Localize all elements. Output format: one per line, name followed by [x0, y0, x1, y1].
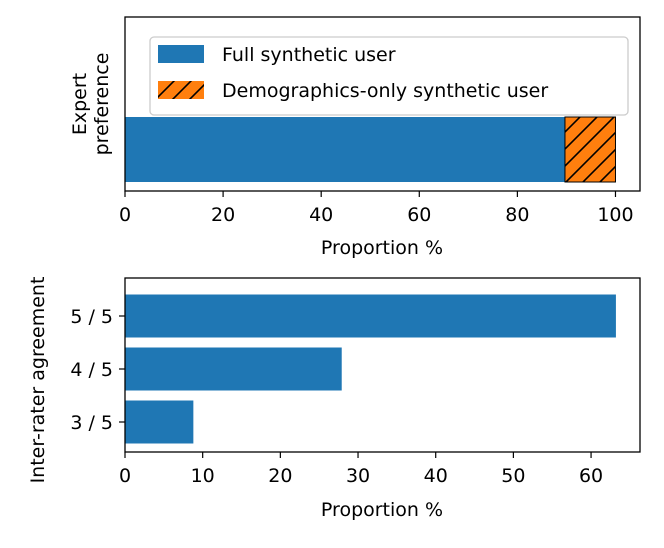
- x-tick-label: 40: [424, 465, 448, 487]
- bar-agreement-3-of-5: [125, 400, 194, 444]
- inter-rater-bars: [125, 294, 616, 444]
- expert-preference-y-axis-label: Expertpreference: [69, 53, 113, 156]
- inter-rater-y-axis-label: Inter-rater agreement: [27, 277, 49, 484]
- x-tick-label: 0: [119, 204, 131, 226]
- legend-swatch-demographics-only: [158, 81, 204, 99]
- x-tick-label: 50: [501, 465, 525, 487]
- legend-label-demographics-only: Demographics-only synthetic user: [222, 80, 548, 102]
- expert-preference-panel: 0 20 40 60 80 100 Proportion % Expertpreferen…: [69, 16, 641, 259]
- expert-preference-bars: [125, 116, 616, 183]
- x-tick-label: 60: [407, 204, 431, 226]
- legend: Full synthetic user Demographics-only sy…: [149, 36, 629, 116]
- x-tick-label: 20: [211, 204, 235, 226]
- x-tick-label: 100: [597, 204, 633, 226]
- expert-preference-axes-frame: [124, 16, 641, 192]
- x-tick-label: 10: [191, 465, 215, 487]
- x-tick-label: 80: [505, 204, 529, 226]
- inter-rater-panel: 0 10 20 30 40 50 60 5 / 5 4 / 5 3 / 5 Proportion…: [27, 277, 641, 521]
- x-tick-label: 20: [268, 465, 292, 487]
- expert-preference-x-ticks: 0 20 40 60 80 100: [119, 191, 634, 226]
- x-tick-label: 0: [119, 465, 131, 487]
- x-tick-label: 40: [309, 204, 333, 226]
- legend-swatch-full-synthetic: [158, 45, 204, 63]
- bar-agreement-4-of-5: [125, 347, 342, 391]
- bar-full-synthetic: [125, 117, 565, 182]
- bar-outline-demographics-only: [564, 116, 616, 183]
- legend-label-full-synthetic: Full synthetic user: [222, 44, 396, 66]
- y-tick-label: 4 / 5: [70, 359, 113, 381]
- y-tick-label: 5 / 5: [70, 306, 113, 328]
- inter-rater-x-axis-label: Proportion %: [321, 499, 443, 521]
- y-tick-label: 3 / 5: [70, 412, 113, 434]
- x-tick-label: 60: [579, 465, 603, 487]
- x-tick-label: 30: [346, 465, 370, 487]
- inter-rater-x-ticks: 0 10 20 30 40 50 60: [119, 452, 603, 487]
- bar-agreement-5-of-5: [125, 294, 616, 338]
- legend-box: [149, 36, 629, 116]
- bar-demographics-only: [564, 117, 616, 182]
- inter-rater-axes-frame: [124, 277, 641, 453]
- inter-rater-y-ticks: 5 / 5 4 / 5 3 / 5: [70, 306, 125, 434]
- expert-preference-x-axis-label: Proportion %: [321, 237, 443, 259]
